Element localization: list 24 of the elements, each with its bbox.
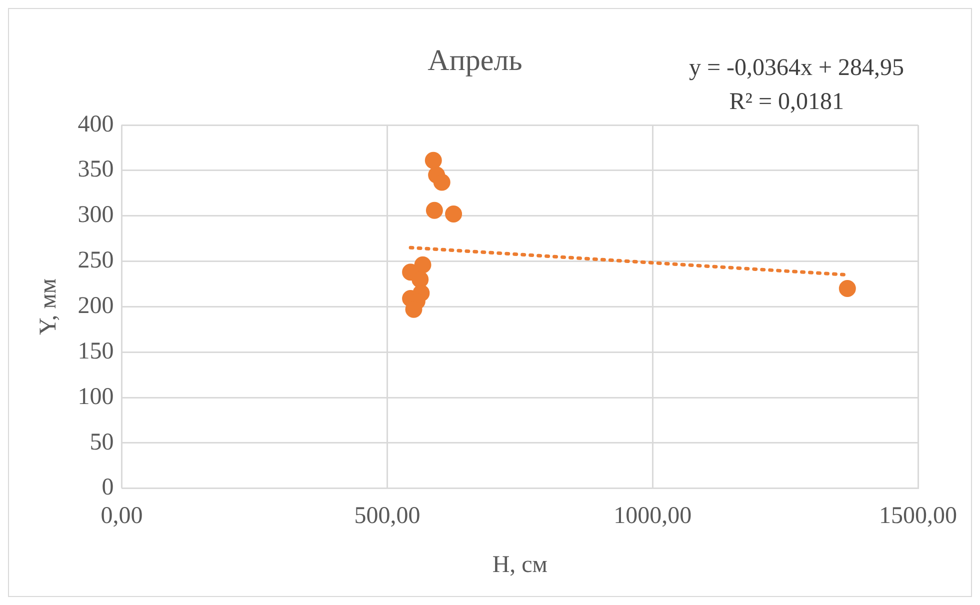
y-tick-label: 400 (78, 111, 114, 138)
point (445, 206, 462, 223)
x-tick-label: 0,00 (100, 503, 143, 530)
y-tick-label: 150 (78, 338, 114, 364)
y-tick-label: 350 (78, 156, 114, 183)
x-tick-label: 1000,00 (614, 503, 692, 530)
x-tick-label: 500,00 (354, 503, 420, 530)
point (426, 202, 443, 219)
y-tick-label: 100 (78, 384, 114, 410)
y-tick-label: 200 (78, 292, 114, 319)
y-axis-title: Y, мм (36, 278, 62, 336)
y-tick-label: 50 (90, 429, 114, 456)
y-tick-label: 300 (78, 202, 114, 228)
point (412, 270, 429, 288)
text: R² = 0,0181 (729, 89, 844, 115)
point (433, 174, 450, 191)
y-tick-label: 250 (78, 248, 114, 274)
x-axis-title: H, см (492, 552, 548, 578)
text: y = -0,0364x + 284,95 (688, 55, 904, 81)
x-tick-label: 1500,00 (879, 503, 957, 530)
chart-title: Апрель (428, 44, 522, 77)
point (424, 152, 442, 169)
y-tick-label: 0 (102, 474, 114, 501)
point (838, 280, 856, 298)
